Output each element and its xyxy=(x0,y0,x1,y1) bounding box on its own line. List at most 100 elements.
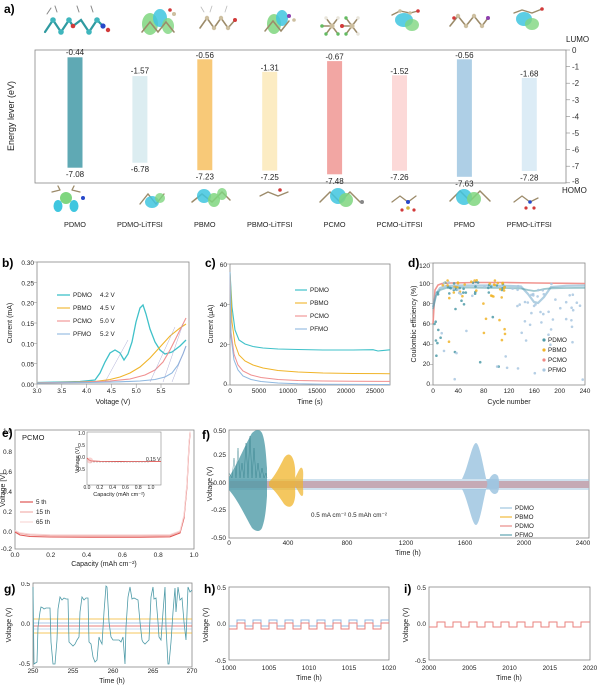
svg-text:0.2: 0.2 xyxy=(96,485,103,491)
svg-text:80: 80 xyxy=(480,388,488,395)
svg-text:5.0: 5.0 xyxy=(132,388,141,395)
svg-text:0.4: 0.4 xyxy=(82,552,91,559)
svg-text:Current (mA): Current (mA) xyxy=(7,303,14,343)
svg-text:-1.57: -1.57 xyxy=(131,67,150,76)
svg-text:4.5: 4.5 xyxy=(107,388,116,395)
svg-text:LUMO: LUMO xyxy=(566,35,589,44)
svg-text:PDMO-LiTFSI: PDMO-LiTFSI xyxy=(117,220,163,229)
svg-text:160: 160 xyxy=(529,388,540,395)
svg-text:0: 0 xyxy=(228,388,232,395)
svg-text:-7.23: -7.23 xyxy=(196,173,215,182)
svg-text:15000: 15000 xyxy=(308,388,326,395)
svg-text:0.10: 0.10 xyxy=(21,341,34,348)
svg-text:-0.5: -0.5 xyxy=(19,661,31,668)
svg-text:-0.5: -0.5 xyxy=(215,658,227,665)
svg-text:-7.25: -7.25 xyxy=(261,173,280,182)
svg-text:PBMO: PBMO xyxy=(194,220,216,229)
svg-text:-1.68: -1.68 xyxy=(520,69,539,78)
svg-text:-8: -8 xyxy=(572,177,580,186)
svg-text:0.15 V: 0.15 V xyxy=(146,457,161,463)
svg-text:5.5: 5.5 xyxy=(156,388,165,395)
svg-text:1.0: 1.0 xyxy=(189,552,198,559)
svg-text:2010: 2010 xyxy=(502,665,517,672)
svg-text:400: 400 xyxy=(283,540,294,547)
svg-text:PBMO: PBMO xyxy=(515,514,534,521)
svg-text:Cycle number: Cycle number xyxy=(487,399,531,406)
svg-text:1005: 1005 xyxy=(262,665,277,672)
svg-text:120: 120 xyxy=(504,388,515,395)
svg-text:0.2: 0.2 xyxy=(46,552,55,559)
svg-text:Voltage [V]: Voltage [V] xyxy=(0,473,7,507)
svg-text:HOMO: HOMO xyxy=(562,186,587,195)
svg-text:0.30: 0.30 xyxy=(21,260,34,267)
svg-text:-0.44: -0.44 xyxy=(66,48,85,57)
svg-text:1000: 1000 xyxy=(222,665,237,672)
svg-text:PBMO-LiTFSI: PBMO-LiTFSI xyxy=(247,220,292,229)
svg-text:-0.5: -0.5 xyxy=(415,658,427,665)
svg-text:0.50: 0.50 xyxy=(213,428,226,435)
svg-text:5 th: 5 th xyxy=(36,499,47,506)
svg-text:PDMO: PDMO xyxy=(548,337,567,344)
svg-text:0: 0 xyxy=(223,381,227,388)
svg-text:1015: 1015 xyxy=(342,665,357,672)
svg-text:270: 270 xyxy=(187,668,198,675)
svg-text:0: 0 xyxy=(227,540,231,547)
svg-text:0.0: 0.0 xyxy=(417,621,426,628)
svg-text:-1: -1 xyxy=(572,63,580,72)
svg-text:-7.26: -7.26 xyxy=(390,173,409,182)
svg-text:Voltage (V): Voltage (V) xyxy=(403,608,410,643)
svg-text:PFMO: PFMO xyxy=(310,326,328,333)
svg-text:2020: 2020 xyxy=(583,665,598,672)
svg-text:0.8: 0.8 xyxy=(3,449,12,456)
svg-text:120: 120 xyxy=(419,263,430,270)
svg-text:40: 40 xyxy=(455,388,463,395)
svg-text:3.0: 3.0 xyxy=(32,388,41,395)
svg-text:Capacity (mAh cm⁻²): Capacity (mAh cm⁻²) xyxy=(93,492,145,498)
svg-text:5.2 V: 5.2 V xyxy=(100,331,116,338)
svg-text:250: 250 xyxy=(28,668,39,675)
svg-text:PDMO: PDMO xyxy=(515,523,534,530)
svg-text:2015: 2015 xyxy=(543,665,558,672)
svg-text:-3: -3 xyxy=(572,96,580,105)
svg-text:PBMO: PBMO xyxy=(73,305,92,312)
svg-text:PBMO: PBMO xyxy=(548,347,567,354)
svg-text:0: 0 xyxy=(431,388,435,395)
svg-text:PBMO: PBMO xyxy=(310,300,329,307)
svg-text:0.25: 0.25 xyxy=(21,280,34,287)
svg-text:-0.25: -0.25 xyxy=(211,507,226,514)
svg-text:0.5: 0.5 xyxy=(217,585,226,592)
svg-text:1010: 1010 xyxy=(302,665,317,672)
svg-text:Voltage (V): Voltage (V) xyxy=(207,467,214,502)
svg-text:PCMO: PCMO xyxy=(22,433,45,442)
svg-text:0.2: 0.2 xyxy=(3,509,12,516)
svg-text:-1.31: -1.31 xyxy=(261,63,280,72)
svg-text:1200: 1200 xyxy=(399,540,414,547)
svg-text:3.5: 3.5 xyxy=(57,388,66,395)
svg-text:0.05: 0.05 xyxy=(21,362,34,369)
svg-text:0.0: 0.0 xyxy=(84,485,91,491)
svg-text:Time (s): Time (s) xyxy=(297,399,322,406)
svg-text:Current (µA): Current (µA) xyxy=(208,305,215,344)
svg-text:2000: 2000 xyxy=(517,540,532,547)
svg-text:PDMO: PDMO xyxy=(73,292,92,299)
svg-text:4.2 V: 4.2 V xyxy=(100,292,116,299)
svg-text:Voltage (V): Voltage (V) xyxy=(96,399,131,406)
svg-text:0.4: 0.4 xyxy=(109,485,116,491)
svg-text:2005: 2005 xyxy=(462,665,477,672)
svg-text:80: 80 xyxy=(423,301,431,308)
svg-text:4.0: 4.0 xyxy=(82,388,91,395)
svg-text:40: 40 xyxy=(220,302,228,309)
svg-text:-0.67: -0.67 xyxy=(325,53,344,62)
svg-text:260: 260 xyxy=(108,668,119,675)
svg-text:PFMO: PFMO xyxy=(454,220,475,229)
svg-text:0.15: 0.15 xyxy=(21,321,34,328)
svg-text:0.25: 0.25 xyxy=(213,452,226,459)
svg-text:1020: 1020 xyxy=(382,665,397,672)
svg-text:Capacity (mAh cm⁻²): Capacity (mAh cm⁻²) xyxy=(71,561,137,568)
svg-text:-6.78: -6.78 xyxy=(131,165,150,174)
svg-text:0.0: 0.0 xyxy=(217,621,226,628)
svg-text:2000: 2000 xyxy=(422,665,437,672)
svg-text:2400: 2400 xyxy=(576,540,591,547)
svg-text:Time (h): Time (h) xyxy=(496,675,522,682)
svg-text:20000: 20000 xyxy=(337,388,355,395)
